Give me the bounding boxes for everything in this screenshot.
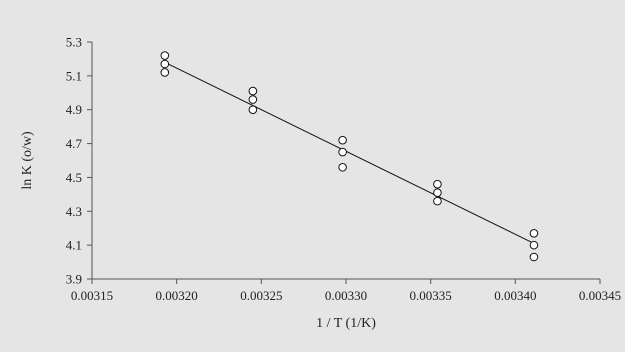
data-point xyxy=(160,59,170,69)
points-group xyxy=(160,51,539,262)
y-tick-label: 4.1 xyxy=(66,238,82,253)
data-point xyxy=(160,51,170,60)
trendline xyxy=(164,61,535,244)
y-axis-title: ln K (o/w) xyxy=(20,131,35,190)
y-tick-label: 4.7 xyxy=(66,136,83,151)
y-tick-label: 4.9 xyxy=(66,102,82,117)
data-point xyxy=(160,68,170,77)
y-tick-label: 5.3 xyxy=(66,35,82,50)
x-tick-label: 0.00340 xyxy=(494,288,536,303)
y-tick-label: 4.3 xyxy=(66,204,82,219)
data-point xyxy=(529,228,539,238)
data-point xyxy=(529,240,539,250)
y-tick-label: 4.5 xyxy=(66,170,82,185)
data-point xyxy=(433,188,442,197)
data-point xyxy=(248,105,258,115)
data-point xyxy=(338,147,347,157)
y-tick-label: 5.1 xyxy=(66,68,82,83)
data-point xyxy=(338,162,347,172)
data-point xyxy=(338,135,347,145)
x-tick-label: 0.00330 xyxy=(325,288,367,303)
ticks: 0.00315 0.00320 0.00325 0.00330 0.00335 0.003… xyxy=(66,35,621,304)
data-point xyxy=(433,196,442,206)
x-tick-label: 0.00315 xyxy=(71,288,113,303)
data-point xyxy=(433,179,442,189)
x-tick-label: 0.00320 xyxy=(156,288,198,303)
data-point xyxy=(248,95,258,104)
axes xyxy=(91,42,600,280)
data-point xyxy=(529,252,539,262)
y-tick-label: 3.9 xyxy=(66,272,82,287)
x-tick-label: 0.00345 xyxy=(579,288,621,303)
x-tick-label: 0.00335 xyxy=(410,288,452,303)
x-axis-title: 1 / T (1/K) xyxy=(316,316,376,331)
x-tick-label: 0.00325 xyxy=(240,288,282,303)
trendline-group xyxy=(164,61,535,244)
data-point xyxy=(248,86,258,96)
